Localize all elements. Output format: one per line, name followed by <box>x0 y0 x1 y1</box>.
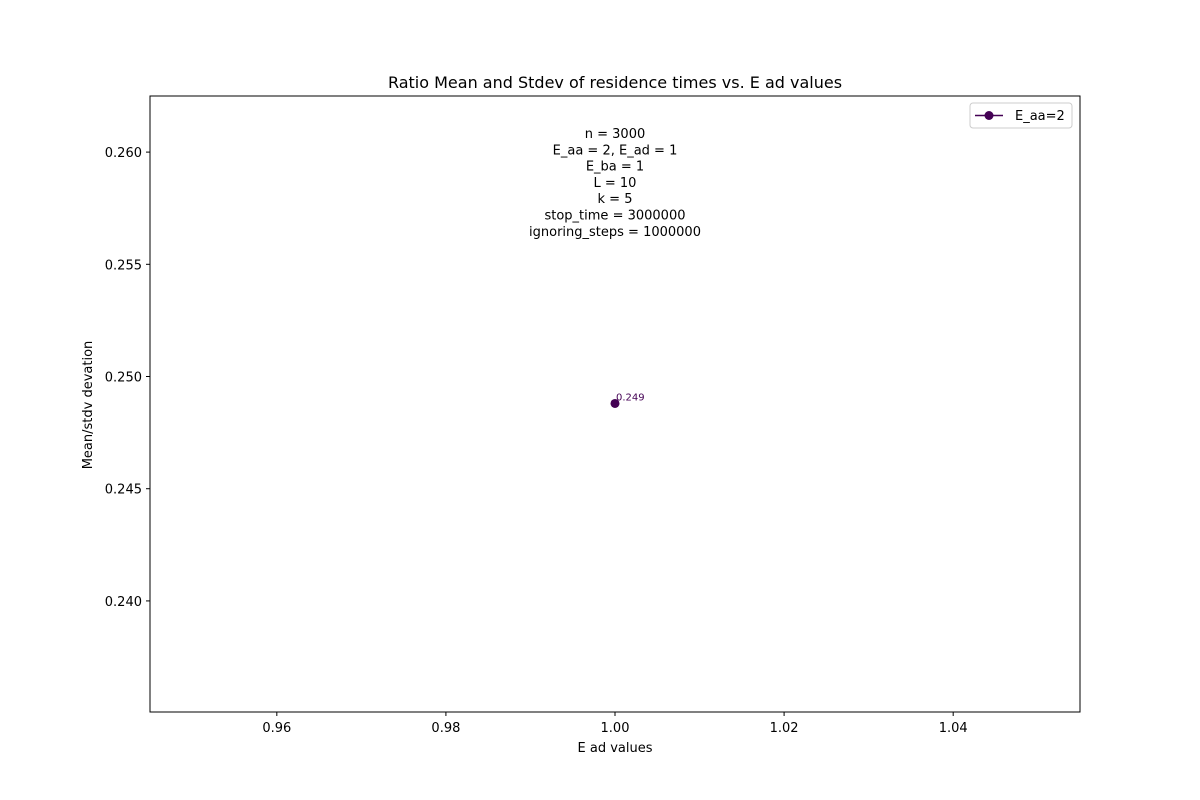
legend-entry-label: E_aa=2 <box>1015 109 1065 124</box>
y-tick-label: 0.255 <box>105 258 142 273</box>
x-tick-label: 0.96 <box>262 721 291 736</box>
parameter-line: n = 3000 <box>585 127 645 142</box>
chart-title: Ratio Mean and Stdev of residence times … <box>388 73 842 92</box>
x-axis-label: E ad values <box>578 741 653 756</box>
y-tick-label: 0.240 <box>105 595 142 610</box>
y-tick-label: 0.260 <box>105 146 142 161</box>
y-axis-label: Mean/stdv devation <box>81 341 96 470</box>
parameter-line: E_aa = 2, E_ad = 1 <box>553 143 678 158</box>
data-marks: 0.249 <box>610 392 645 408</box>
parameter-line: L = 10 <box>594 176 637 191</box>
data-point-label: 0.249 <box>616 392 645 403</box>
parameter-line: ignoring_steps = 1000000 <box>529 225 701 240</box>
x-tick-label: 1.04 <box>939 721 968 736</box>
legend-marker <box>984 111 994 120</box>
parameter-line: E_ba = 1 <box>586 160 644 175</box>
parameter-line: k = 5 <box>598 192 633 207</box>
x-tick-label: 0.98 <box>431 721 460 736</box>
ticks: 0.96 0.98 1.00 1.02 1.04 0.240 0.245 0.250 0.255… <box>105 146 968 736</box>
y-tick-label: 0.250 <box>105 371 142 386</box>
y-tick-label: 0.245 <box>105 483 142 498</box>
parameter-line: stop_time = 3000000 <box>544 209 685 224</box>
data-point <box>610 398 620 408</box>
x-tick-label: 1.02 <box>770 721 799 736</box>
x-tick-label: 1.00 <box>601 721 630 736</box>
legend-frame <box>969 102 1073 129</box>
legend: E_aa=2 <box>969 102 1073 129</box>
